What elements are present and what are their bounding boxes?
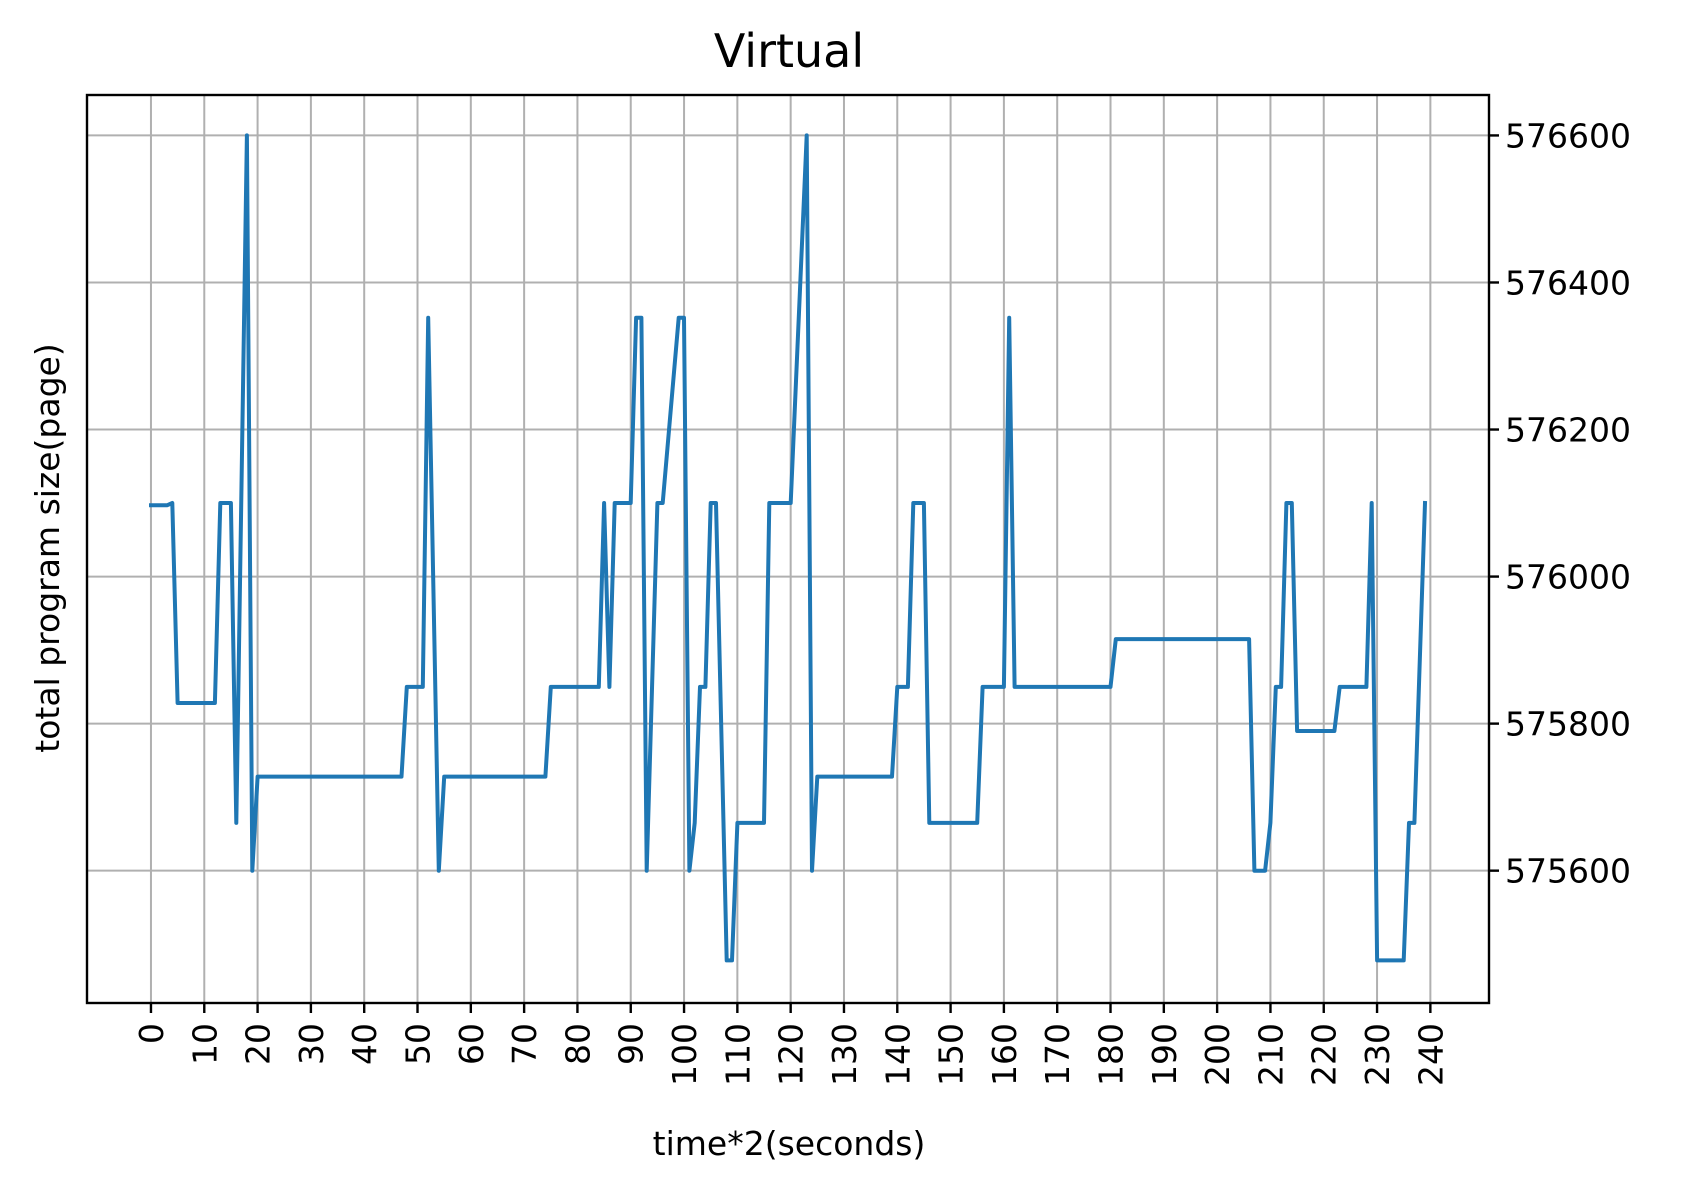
- x-tick-label: 60: [452, 1023, 491, 1065]
- x-axis-label: time*2(seconds): [653, 1124, 926, 1163]
- x-tick-label: 230: [1358, 1023, 1397, 1086]
- x-tick-label: 10: [185, 1023, 224, 1065]
- x-tick-label: 170: [1038, 1023, 1077, 1086]
- x-tick-label: 160: [985, 1023, 1024, 1086]
- y-tick-label: 576000: [1505, 558, 1631, 597]
- y-tick-label: 576400: [1505, 263, 1631, 302]
- x-tick-label: 20: [239, 1023, 278, 1065]
- y-tick-label: 576600: [1505, 116, 1631, 155]
- chart-title: Virtual: [714, 24, 864, 78]
- x-tick-label: 180: [1092, 1023, 1131, 1086]
- x-tick-label: 240: [1411, 1023, 1450, 1086]
- plot-frame: [85, 93, 1491, 1005]
- y-tick-label: 575600: [1505, 852, 1631, 891]
- x-tick-label: 70: [505, 1023, 544, 1065]
- x-tick-label: 220: [1305, 1023, 1344, 1086]
- x-tick-label: 200: [1198, 1023, 1237, 1086]
- data-series-layer: [149, 133, 1428, 963]
- x-tick-label: 130: [825, 1023, 864, 1086]
- y-tick-label: 576200: [1505, 411, 1631, 450]
- y-tick-label: 575800: [1505, 705, 1631, 744]
- grid-lines: [87, 95, 1489, 1003]
- x-tick-label: 120: [772, 1023, 811, 1086]
- x-tick-label: 90: [612, 1023, 651, 1065]
- x-axis-ticks: 0 10 20 30 40 50 60 70 80 90 100 110 120 130 140 150 160…: [132, 1003, 1450, 1086]
- x-tick-label: 210: [1251, 1023, 1290, 1086]
- x-tick-label: 150: [932, 1023, 971, 1086]
- x-tick-label: 40: [345, 1023, 384, 1065]
- x-tick-label: 50: [399, 1023, 438, 1065]
- x-tick-label: 30: [292, 1023, 331, 1065]
- x-tick-label: 190: [1145, 1023, 1184, 1086]
- x-tick-label: 140: [878, 1023, 917, 1086]
- x-tick-label: 100: [665, 1023, 704, 1086]
- series-line-1: [149, 133, 1428, 963]
- x-tick-label: 110: [718, 1023, 757, 1086]
- x-tick-label: 0: [132, 1023, 171, 1044]
- x-tick-label: 80: [558, 1023, 597, 1065]
- y-axis-label: total program size(page): [28, 343, 67, 752]
- y-axis-ticks: 575600 575800 576000 576200 576400 576600: [1489, 116, 1631, 891]
